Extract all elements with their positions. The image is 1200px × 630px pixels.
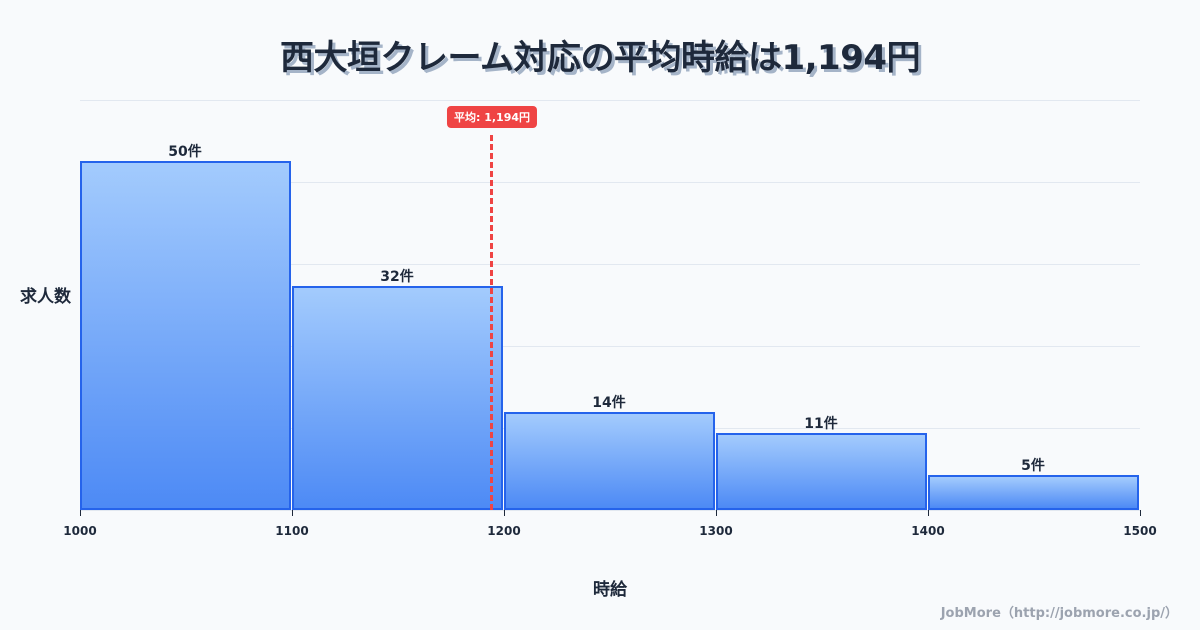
y-axis-label: 求人数: [20, 287, 71, 307]
plot-area: 50件 32件 14件 11件 5件 平均: 1,194円: [80, 100, 1140, 511]
histogram-bar-1000-1100: [80, 161, 291, 510]
histogram-bar-1300-1400: [716, 433, 927, 510]
bar-value-label: 32件: [380, 269, 414, 285]
mean-line: [490, 135, 493, 510]
histogram-bar-1200-1300: [504, 412, 715, 510]
x-tick-label: 1100: [275, 524, 309, 538]
gridline: [80, 346, 1140, 347]
bar-value-label: 11件: [804, 416, 838, 432]
x-tick-label: 1500: [1123, 524, 1157, 538]
bar-value-label: 14件: [592, 395, 626, 411]
gridline: [80, 182, 1140, 183]
x-tick: [292, 510, 293, 516]
gridline: [80, 510, 1140, 511]
x-tick-label: 1000: [63, 524, 97, 538]
x-tick: [1140, 510, 1141, 516]
x-tick-label: 1200: [487, 524, 521, 538]
x-tick: [80, 510, 81, 516]
gridline: [80, 100, 1140, 101]
x-tick: [716, 510, 717, 516]
x-axis-label: 時給: [593, 580, 627, 600]
histogram-bar-1400-1500: [928, 475, 1139, 510]
bar-value-label: 50件: [168, 144, 202, 160]
gridline: [80, 264, 1140, 265]
histogram-bar-1100-1200: [292, 286, 503, 510]
source-credit: JobMore（http://jobmore.co.jp/）: [940, 606, 1178, 621]
x-tick: [504, 510, 505, 516]
x-tick-label: 1300: [699, 524, 733, 538]
bar-value-label: 5件: [1021, 458, 1045, 474]
x-tick-label: 1400: [911, 524, 945, 538]
mean-badge: 平均: 1,194円: [446, 106, 538, 128]
chart-title: 西大垣クレーム対応の平均時給は1,194円: [279, 38, 921, 78]
x-tick: [928, 510, 929, 516]
